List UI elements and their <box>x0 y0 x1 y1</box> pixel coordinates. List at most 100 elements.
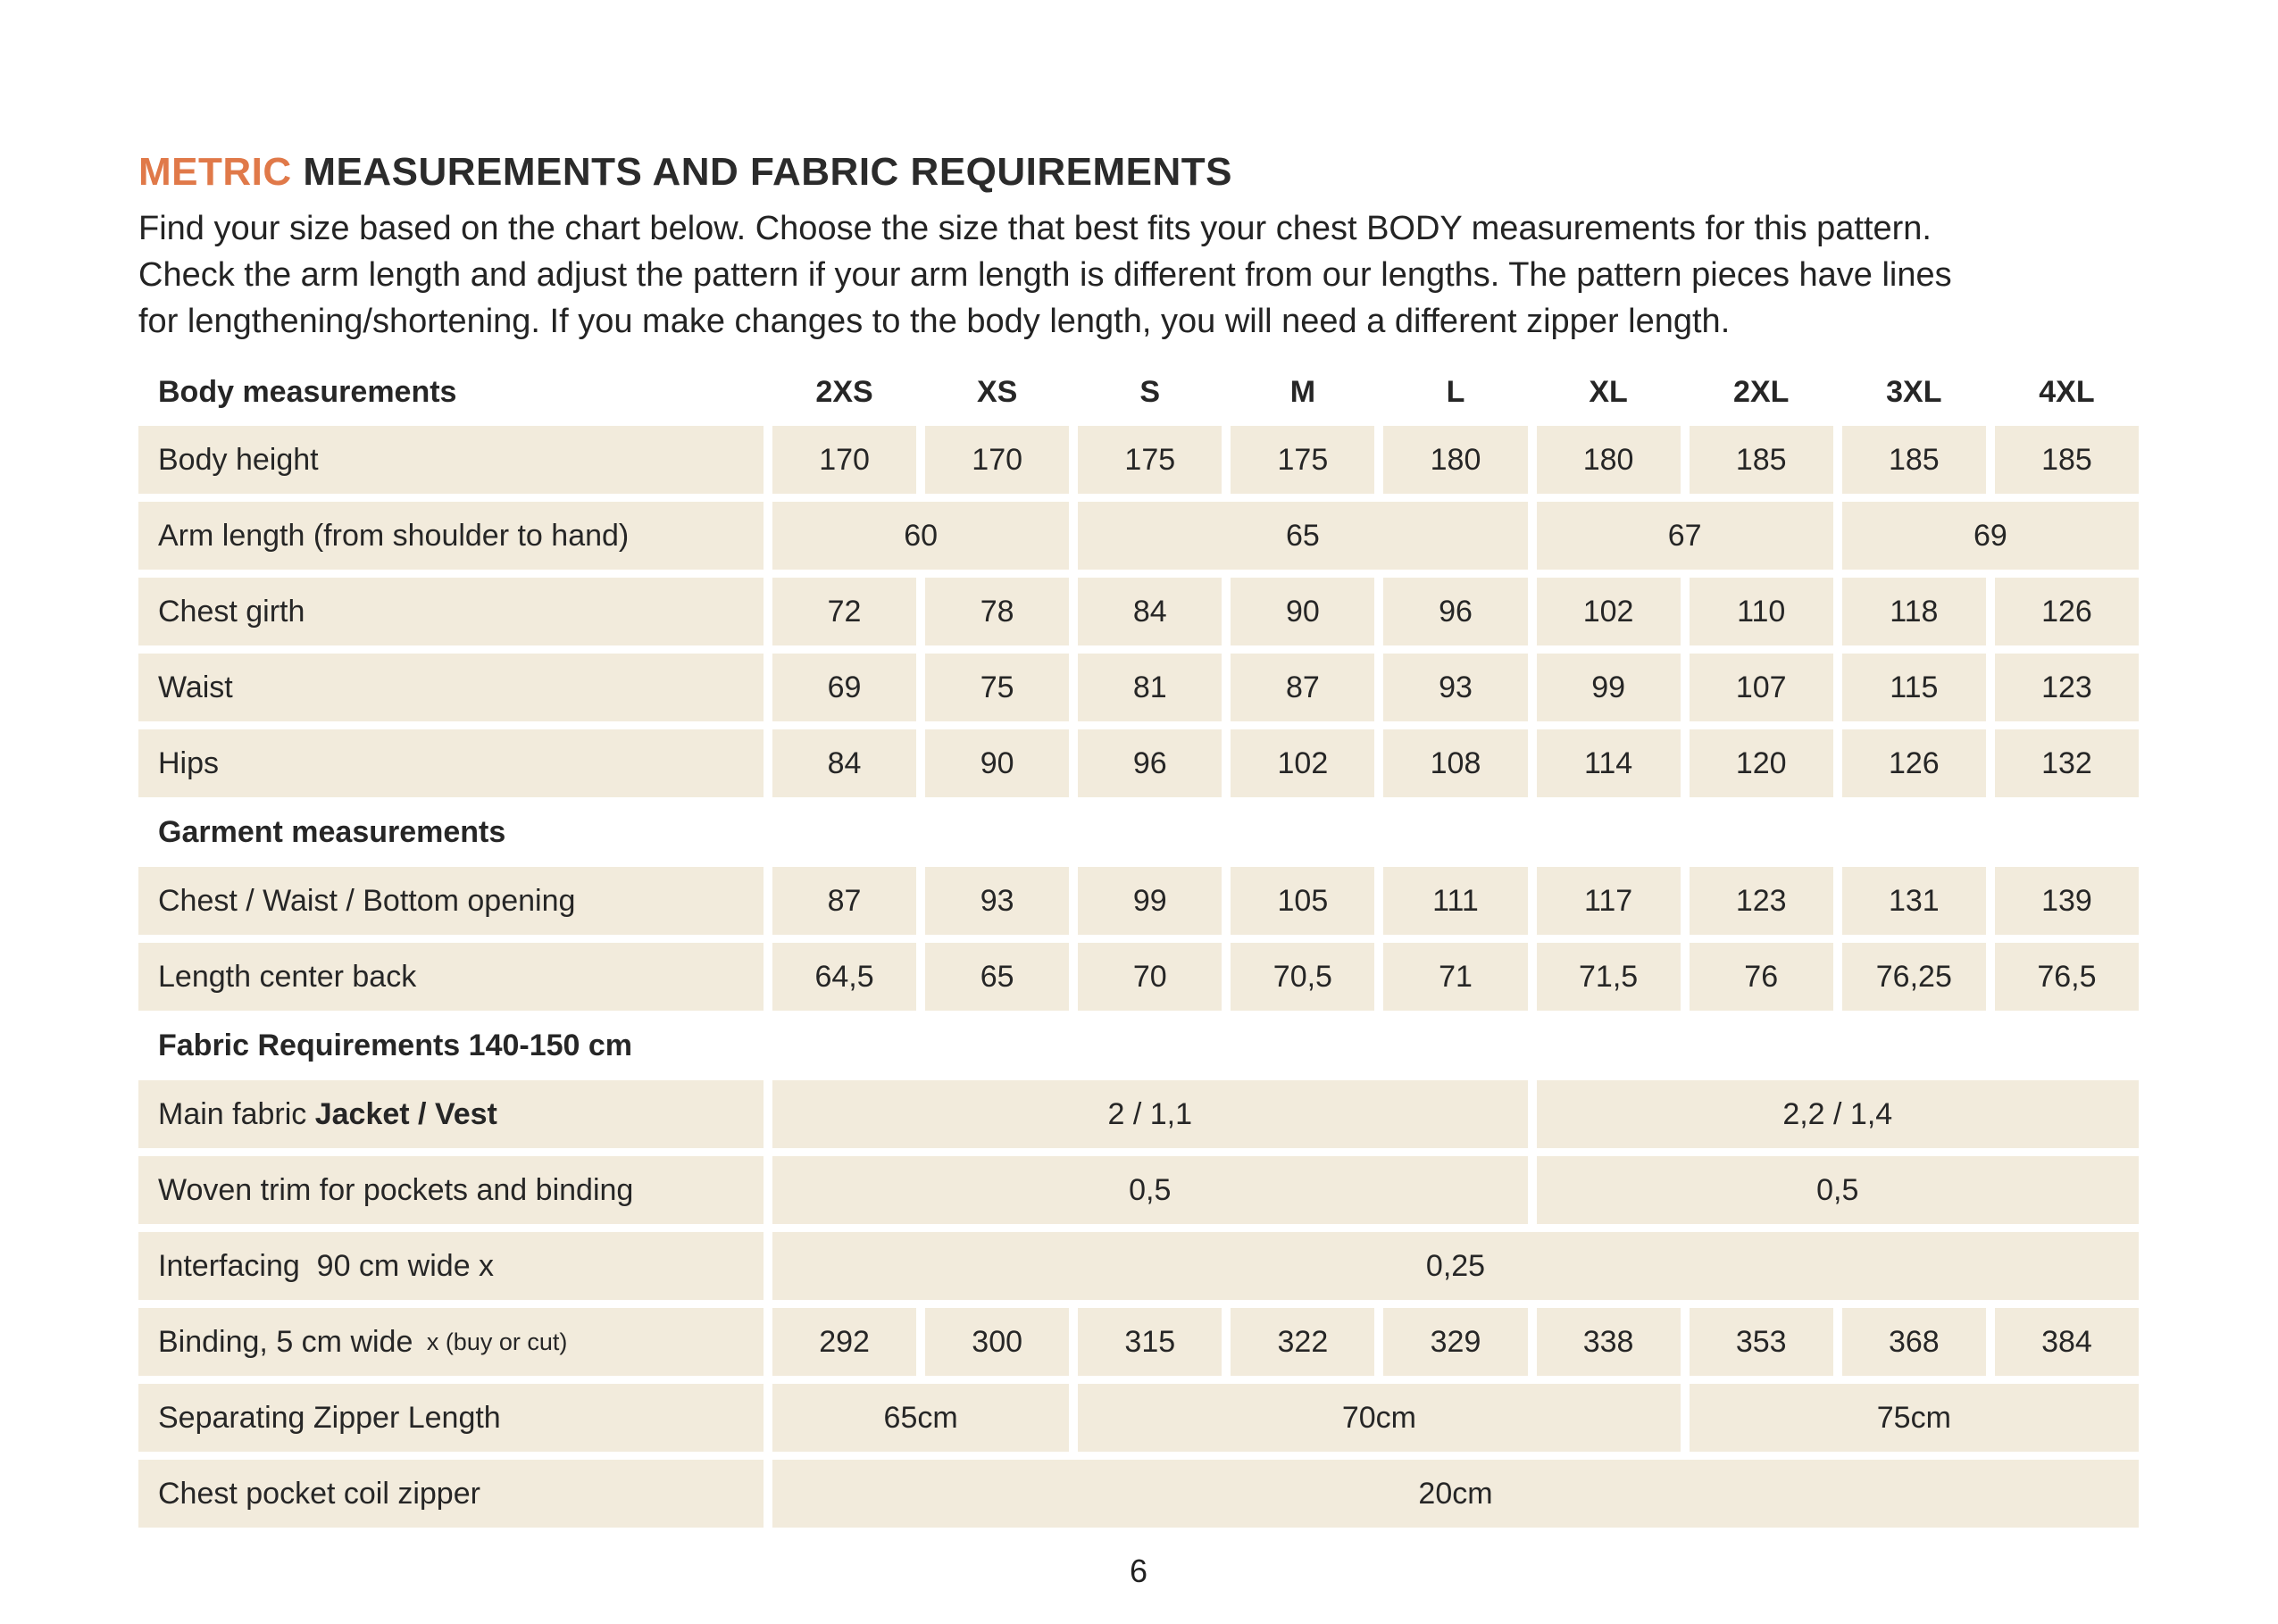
value-cell: 65cm <box>772 1384 1070 1452</box>
row-label-cell: Chest pocket coil zipper <box>138 1460 764 1528</box>
value-cell: 71 <box>1383 943 1528 1011</box>
row-label: Main fabric <box>158 1096 315 1131</box>
value-cell: 69 <box>772 654 917 721</box>
row-label: Binding, 5 cm wide <box>158 1324 421 1359</box>
row-label-cell: Chest girth <box>138 578 764 645</box>
title-main-text: MEASUREMENTS AND FABRIC REQUIREMENTS <box>291 150 1233 194</box>
size-column-header: 3XL <box>1886 374 1942 409</box>
value-cell: 185 <box>1841 426 1986 494</box>
value-cell: 185 <box>1994 426 2139 494</box>
intro-line: for lengthening/shortening. If you make … <box>138 303 1731 340</box>
value-cell: 180 <box>1383 426 1528 494</box>
value-cell: 76,25 <box>1841 943 1986 1011</box>
value-cell: 78 <box>925 578 1070 645</box>
value-cell: 120 <box>1689 729 1833 797</box>
row-label: Interfacing 90 cm wide x <box>158 1248 495 1283</box>
value-cell: 70 <box>1078 943 1222 1011</box>
value-cell: 70,5 <box>1231 943 1375 1011</box>
value-cell: 64,5 <box>772 943 917 1011</box>
value-cell: 131 <box>1841 867 1986 935</box>
row-label-bold-part: Jacket / Vest <box>314 1096 497 1131</box>
value-cell: 322 <box>1231 1308 1375 1376</box>
value-cell: 185 <box>1689 426 1833 494</box>
row-label: Separating Zipper Length <box>158 1400 501 1435</box>
value-cell: 126 <box>1994 578 2139 645</box>
table-row: Hips 84 90 96 102 108 114 120 126 132 <box>138 729 2139 797</box>
value-cell: 123 <box>1689 867 1833 935</box>
value-cell: 0,25 <box>772 1232 2139 1300</box>
page-title: METRIC MEASUREMENTS AND FABRIC REQUIREME… <box>138 150 2140 195</box>
value-cell: 117 <box>1536 867 1681 935</box>
value-cell: 170 <box>925 426 1070 494</box>
value-cell: 170 <box>772 426 917 494</box>
row-label-cell: Interfacing 90 cm wide x <box>138 1232 764 1300</box>
section-header-label: Garment measurements <box>158 814 506 849</box>
value-cell: 368 <box>1841 1308 1986 1376</box>
row-label-cell: Main fabric Jacket / Vest <box>138 1080 764 1148</box>
value-cell: 2,2 / 1,4 <box>1536 1080 2139 1148</box>
row-label-cell: Waist <box>138 654 764 721</box>
value-cell: 93 <box>925 867 1070 935</box>
value-cell: 0,5 <box>772 1156 1528 1224</box>
value-cell: 90 <box>1231 578 1375 645</box>
table-row: Separating Zipper Length 65cm 70cm 75cm <box>138 1384 2139 1452</box>
value-cell: 105 <box>1231 867 1375 935</box>
value-cell: 123 <box>1994 654 2139 721</box>
value-cell: 126 <box>1841 729 1986 797</box>
value-cell: 76 <box>1689 943 1833 1011</box>
size-column-header: L <box>1446 374 1465 409</box>
value-cell: 96 <box>1078 729 1222 797</box>
table-row: Body height 170 170 175 175 180 180 185 185 185 <box>138 426 2139 494</box>
table-row: Length center back 64,5 65 70 70,5 71 71,5 76 76… <box>138 943 2139 1011</box>
value-cell: 175 <box>1078 426 1222 494</box>
row-label-cell: Hips <box>138 729 764 797</box>
value-cell: 71,5 <box>1536 943 1681 1011</box>
size-column-header: 2XS <box>815 374 873 409</box>
value-cell: 353 <box>1689 1308 1833 1376</box>
size-column-header: XL <box>1589 374 1628 409</box>
value-cell: 69 <box>1841 502 2139 570</box>
value-cell: 338 <box>1536 1308 1681 1376</box>
row-label-cell: Body measurements <box>138 366 764 418</box>
value-cell: 93 <box>1383 654 1528 721</box>
value-cell: 384 <box>1994 1308 2139 1376</box>
section-header-row: Fabric Requirements 140-150 cm <box>138 1019 2139 1072</box>
row-label: Body height <box>158 442 319 477</box>
value-cell: 87 <box>1231 654 1375 721</box>
row-label-cell: Woven trim for pockets and binding <box>138 1156 764 1224</box>
row-label-cell: Binding, 5 cm wide x (buy or cut) <box>138 1308 764 1376</box>
table-row: Main fabric Jacket / Vest 2 / 1,1 2,2 / 1,… <box>138 1080 2139 1148</box>
value-cell: 292 <box>772 1308 917 1376</box>
value-cell: 20cm <box>772 1460 2139 1528</box>
measurements-table: Body measurements 2XS XS S M L XL 2XL 3XL 4XL Body… <box>138 366 2139 1528</box>
value-cell: 60 <box>772 502 1070 570</box>
section-header-label: Fabric Requirements 140-150 cm <box>158 1028 633 1062</box>
row-label: Woven trim for pockets and binding <box>158 1172 634 1207</box>
value-cell: 99 <box>1536 654 1681 721</box>
value-cell: 84 <box>1078 578 1222 645</box>
table-row: Woven trim for pockets and binding 0,5 0,5 <box>138 1156 2139 1224</box>
size-column-header: 2XL <box>1733 374 1790 409</box>
table-row: Waist 69 75 81 87 93 99 107 115 123 <box>138 654 2139 721</box>
row-label-cell: Separating Zipper Length <box>138 1384 764 1452</box>
title-accent-word: METRIC <box>138 150 292 194</box>
value-cell: 139 <box>1994 867 2139 935</box>
value-cell: 76,5 <box>1994 943 2139 1011</box>
value-cell: 107 <box>1689 654 1833 721</box>
value-cell: 102 <box>1231 729 1375 797</box>
value-cell: 315 <box>1078 1308 1222 1376</box>
value-cell: 0,5 <box>1536 1156 2139 1224</box>
row-label: Chest pocket coil zipper <box>158 1476 480 1511</box>
row-label-cell: Arm length (from shoulder to hand) <box>138 502 764 570</box>
value-cell: 300 <box>925 1308 1070 1376</box>
value-cell: 132 <box>1994 729 2139 797</box>
row-label-cell: Body height <box>138 426 764 494</box>
size-column-header: S <box>1139 374 1161 409</box>
section-header-row: Garment measurements <box>138 805 2139 859</box>
value-cell: 65 <box>925 943 1070 1011</box>
value-cell: 180 <box>1536 426 1681 494</box>
intro-line: Check the arm length and adjust the patt… <box>138 256 1952 294</box>
value-cell: 90 <box>925 729 1070 797</box>
size-column-header: 4XL <box>2039 374 2095 409</box>
